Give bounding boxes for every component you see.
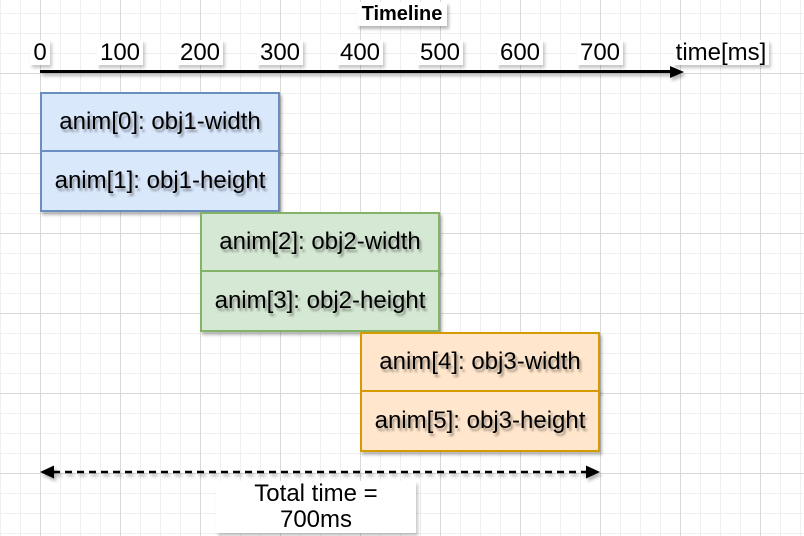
axis-tick-700: 700 [560,40,640,65]
axis-unit-label: time[ms] [672,40,770,65]
axis-tick-0: 0 [0,40,80,65]
timeline-bar-anim2: anim[2]: obj2-width [200,212,440,272]
axis-tick-300: 300 [240,40,320,65]
axis-tick-label: 300 [256,40,304,65]
arrowhead-left-icon [40,465,54,479]
axis-tick-label: 200 [176,40,224,65]
axis-tick-label: 700 [576,40,624,65]
arrowhead-right-icon [586,465,600,479]
axis-line [40,70,672,73]
axis-tick-label: 0 [30,40,50,65]
axis-arrowhead-icon [670,65,684,78]
diagram-title-label: Timeline [356,2,448,26]
bar-label: anim[4]: obj3-width [379,348,581,375]
axis-tick-label: 500 [416,40,464,65]
bar-label: anim[5]: obj3-height [374,407,586,434]
bar-label: anim[1]: obj1-height [54,167,266,194]
axis-tick-200: 200 [160,40,240,65]
timeline-bar-anim1: anim[1]: obj1-height [40,150,280,212]
bar-label: anim[3]: obj2-height [214,287,426,314]
diagram-title: Timeline [0,2,804,26]
axis-tick-400: 400 [320,40,400,65]
axis-unit: time[ms] [646,40,796,65]
axis-tick-label: 400 [336,40,384,65]
bar-label: anim[0]: obj1-width [59,108,261,135]
axis-tick-label: 100 [96,40,144,65]
axis-tick-label: 600 [496,40,544,65]
timeline-bar-anim0: anim[0]: obj1-width [40,92,280,152]
total-time-label: Total time = 700ms [216,481,416,533]
axis-tick-500: 500 [400,40,480,65]
total-time: Total time = 700ms [216,481,416,533]
total-time-arrow [40,465,600,479]
axis-tick-100: 100 [80,40,160,65]
timeline-bar-anim4: anim[4]: obj3-width [360,332,600,392]
axis-tick-600: 600 [480,40,560,65]
timeline-bar-anim5: anim[5]: obj3-height [360,390,600,452]
bar-label: anim[2]: obj2-width [219,228,421,255]
timeline-bar-anim3: anim[3]: obj2-height [200,270,440,332]
